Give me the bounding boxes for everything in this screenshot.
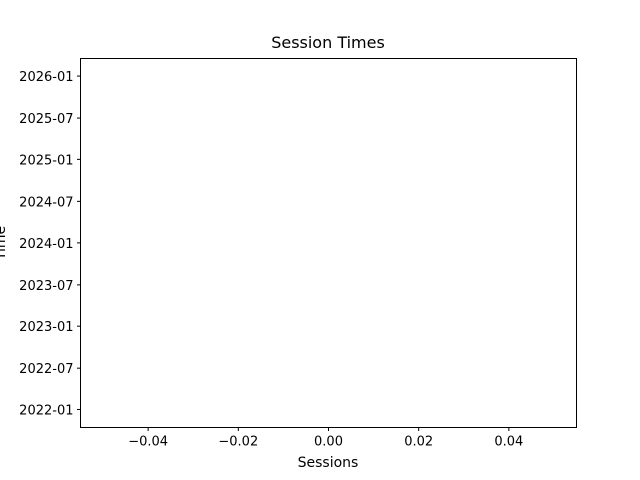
y-axis-label: Time (0, 226, 9, 261)
x-axis-ticks: −0.04 −0.02 0.00 0.02 0.04 (128, 427, 523, 450)
plot-area-frame (80, 58, 577, 428)
y-tick-label: 2023-07 (19, 279, 73, 294)
y-axis-ticks: 2022-01 2022-07 2023-01 2023-07 2024-01 2024-… (19, 70, 81, 418)
y-tick-label: 2022-01 (19, 403, 73, 418)
y-tick-label: 2026-01 (19, 70, 73, 85)
y-tick-label: 2023-01 (19, 320, 73, 335)
x-tick-label: 0.00 (314, 435, 343, 450)
x-tick-label: 0.02 (404, 435, 433, 450)
x-axis-label: Sessions (298, 455, 359, 471)
x-tick-label: −0.04 (128, 435, 168, 450)
y-tick-label: 2024-01 (19, 237, 73, 252)
x-tick-label: 0.04 (494, 435, 523, 450)
chart-title: Session Times (271, 33, 385, 52)
y-tick-label: 2025-01 (19, 153, 73, 168)
x-tick-label: −0.02 (218, 435, 258, 450)
y-tick-label: 2022-07 (19, 362, 73, 377)
y-tick-label: 2025-07 (19, 112, 73, 127)
y-tick-label: 2024-07 (19, 195, 73, 210)
